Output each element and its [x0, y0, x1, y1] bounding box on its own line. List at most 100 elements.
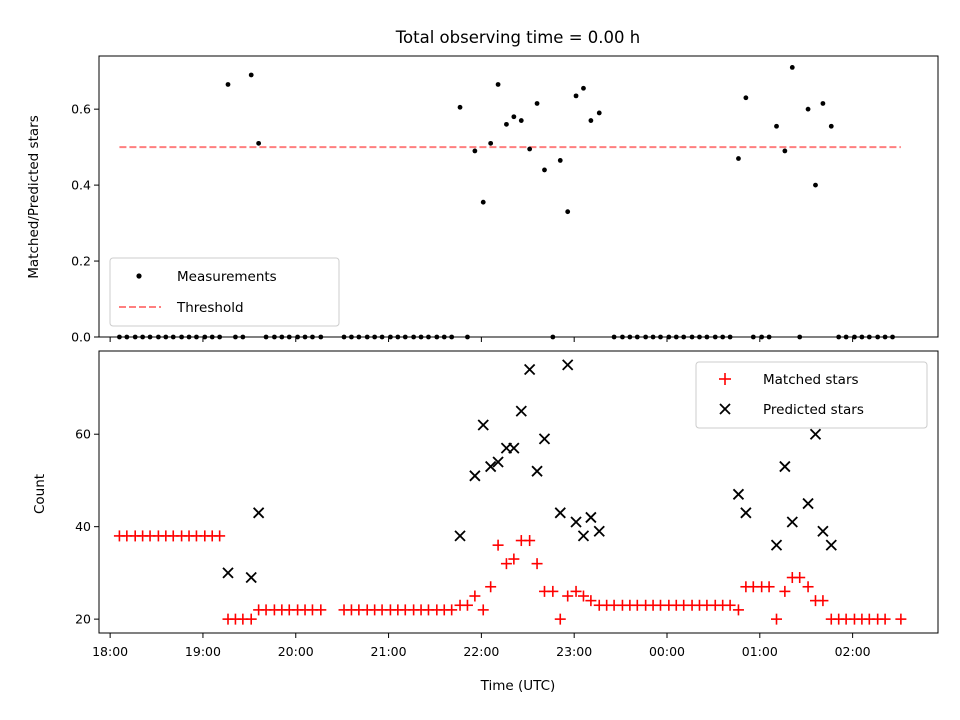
legend-measurements-marker [136, 273, 142, 279]
measurement-point [488, 140, 494, 146]
measurement-point [828, 123, 834, 129]
legend-predicted-label: Predicted stars [763, 402, 864, 418]
measurement-point [743, 95, 749, 101]
matched-star-point [895, 613, 907, 625]
matched-star-point [508, 553, 520, 565]
matched-star-point [524, 535, 536, 547]
predicted-star-point [245, 571, 257, 584]
predicted-star-point [809, 428, 822, 440]
measurement-point [813, 182, 818, 188]
predicted-star-point [477, 419, 489, 431]
bottom-legend-box [695, 361, 928, 429]
predicted-star-point [454, 530, 466, 542]
measurement-point [457, 104, 463, 110]
matched-star-point [547, 585, 559, 597]
predicted-star-point [538, 433, 551, 445]
measurement-point [573, 93, 579, 99]
measurement-point [782, 148, 788, 154]
x-tick-label: 20:00 [278, 644, 314, 659]
measurement-point [225, 82, 231, 87]
matched-star-point [245, 613, 257, 625]
top-y-tick-label: 0.6 [71, 102, 91, 117]
matched-star-point [477, 604, 489, 616]
bottom-y-ticks: 20 40 60 [75, 427, 99, 627]
top-y-tick-label: 0.0 [71, 330, 91, 345]
predicted-star-point [740, 507, 752, 519]
matched-star-point [794, 572, 806, 584]
top-y-tick-label: 0.2 [71, 254, 91, 269]
measurement-point [565, 209, 571, 215]
x-tick-label: 23:00 [556, 644, 592, 659]
predicted-star-point [222, 567, 234, 579]
matched-star-point [802, 581, 814, 593]
top-panel: Matched/Predicted stars 0.0 0.2 0.4 0.6 Mea… [26, 55, 939, 345]
top-plot-area [117, 64, 901, 340]
x-tick-label: 21:00 [371, 644, 407, 659]
legend-measurements-label: Measurements [177, 269, 277, 285]
top-axes-frame [98, 55, 939, 338]
bottom-x-ticks: 18:00 19:00 20:00 21:00 22:00 23:00 00:00 01:00… [92, 633, 871, 659]
predicted-star-point [531, 465, 543, 477]
predicted-star-point [554, 507, 566, 519]
x-tick-label: 22:00 [463, 644, 499, 659]
x-tick-label: 19:00 [185, 644, 221, 659]
predicted-star-point [593, 525, 605, 537]
predicted-star-point [732, 488, 745, 500]
matched-star-point [500, 558, 512, 570]
matched-star-point [562, 590, 574, 602]
measurement-point [511, 114, 517, 120]
measurement-point [789, 64, 795, 70]
measurement-point [504, 121, 509, 127]
legend-matched-marker [719, 373, 731, 385]
bottom-panel: Count Time (UTC) 20 40 60 18:00 19:00 20:00 2… [32, 350, 939, 694]
matched-star-point [531, 558, 543, 570]
matched-star-point [724, 599, 736, 611]
measurement-point [588, 118, 594, 123]
predicted-star-point [570, 516, 582, 528]
top-y-ticks: 0.0 0.2 0.4 0.6 [71, 102, 99, 345]
top-legend: Measurements Threshold [109, 257, 340, 327]
measurement-point [820, 101, 826, 106]
x-axis-title: Time (UTC) [480, 678, 556, 694]
measurement-point [248, 72, 254, 78]
legend-matched-label: Matched stars [763, 372, 859, 388]
matched-star-point [446, 604, 458, 616]
x-tick-label: 00:00 [649, 644, 685, 659]
predicted-star-point [492, 456, 504, 468]
matched-star-point [570, 585, 582, 597]
predicted-star-point [515, 405, 527, 417]
matched-star-point [817, 595, 829, 607]
measurement-point [736, 156, 741, 161]
predicted-star-point [252, 507, 265, 519]
legend-threshold-label: Threshold [176, 300, 244, 316]
predicted-star-point [469, 470, 481, 482]
measurement-point [518, 118, 524, 123]
legend-predicted-marker [719, 403, 731, 415]
measurement-point [527, 146, 533, 152]
x-tick-label: 01:00 [742, 644, 778, 659]
matched-star-point [214, 530, 226, 542]
matched-star-point [315, 604, 327, 616]
bottom-plot-area [113, 359, 907, 625]
x-tick-label: 02:00 [835, 644, 871, 659]
predicted-star-point [524, 363, 536, 376]
matched-star-point [763, 581, 775, 593]
predicted-star-point [585, 511, 597, 524]
predicted-star-point [577, 530, 590, 542]
bottom-y-tick-label: 60 [75, 427, 91, 442]
predicted-star-point [786, 516, 798, 528]
bottom-y-tick-label: 40 [75, 519, 91, 534]
measurement-point [472, 148, 478, 154]
predicted-star-point [508, 442, 520, 454]
predicted-star-point [770, 539, 783, 551]
top-legend-box [109, 257, 340, 327]
chart-title: Total observing time = 0.00 h [395, 28, 640, 47]
measurement-point [596, 110, 602, 116]
measurement-point [534, 101, 540, 106]
matched-star-point [879, 613, 891, 625]
measurement-point [495, 82, 501, 87]
measurement-point [774, 123, 779, 129]
matched-star-point [585, 595, 597, 607]
predicted-star-point [802, 497, 814, 510]
